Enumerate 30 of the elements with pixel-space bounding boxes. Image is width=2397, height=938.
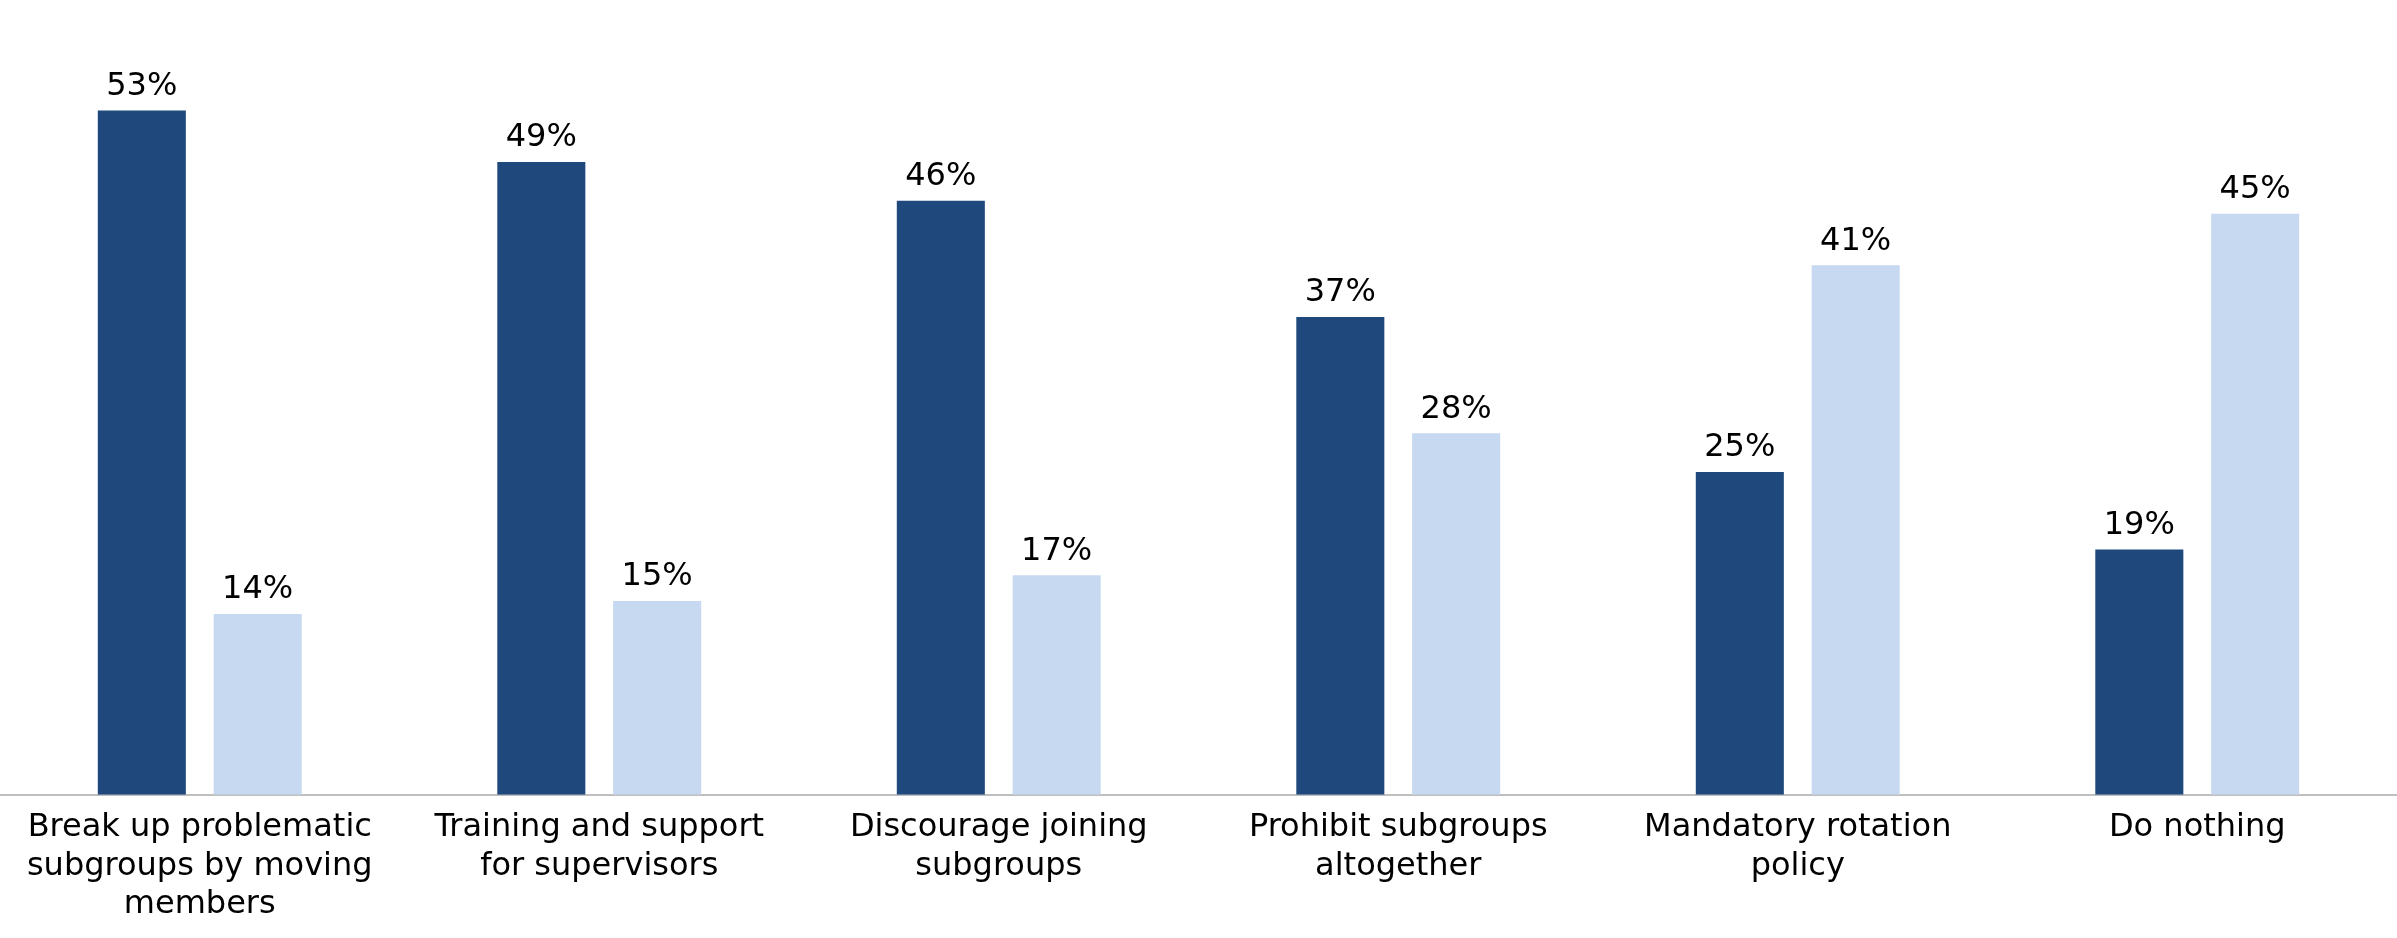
- bar: [2211, 213, 2300, 795]
- data-label: 45%: [2219, 168, 2291, 207]
- x-tick-label: Prohibit subgroups altogether: [1248, 806, 1548, 883]
- bar: [1012, 575, 1101, 795]
- x-tick-label: Training and support for supervisors: [433, 806, 765, 883]
- data-label: 53%: [106, 64, 178, 103]
- bar: [1412, 433, 1501, 795]
- bar: [497, 162, 586, 795]
- bar: [613, 601, 702, 795]
- data-label: 46%: [905, 155, 977, 194]
- x-tick-label: Discourage joining subgroups: [849, 806, 1148, 883]
- bar: [97, 110, 186, 795]
- bar: [213, 614, 302, 795]
- data-label: 28%: [1420, 387, 1492, 426]
- data-label: 49%: [505, 116, 577, 155]
- bar: [896, 200, 985, 795]
- bar: [1695, 471, 1784, 795]
- x-tick-label: Mandatory rotation policy: [1644, 806, 1952, 883]
- data-label: 19%: [2103, 503, 2175, 542]
- bar: [2095, 549, 2184, 795]
- data-label: 41%: [1820, 219, 1892, 258]
- bar: [1811, 265, 1900, 795]
- x-tick-label: Break up problematic subgroups by moving members: [26, 806, 373, 922]
- data-label: 37%: [1304, 271, 1376, 310]
- x-tick-label: Do nothing: [2108, 806, 2286, 845]
- data-label: 25%: [1704, 426, 1776, 465]
- bar: [1296, 317, 1385, 795]
- data-label: 14%: [222, 568, 294, 607]
- data-label: 15%: [621, 555, 693, 594]
- data-label: 17%: [1021, 529, 1093, 568]
